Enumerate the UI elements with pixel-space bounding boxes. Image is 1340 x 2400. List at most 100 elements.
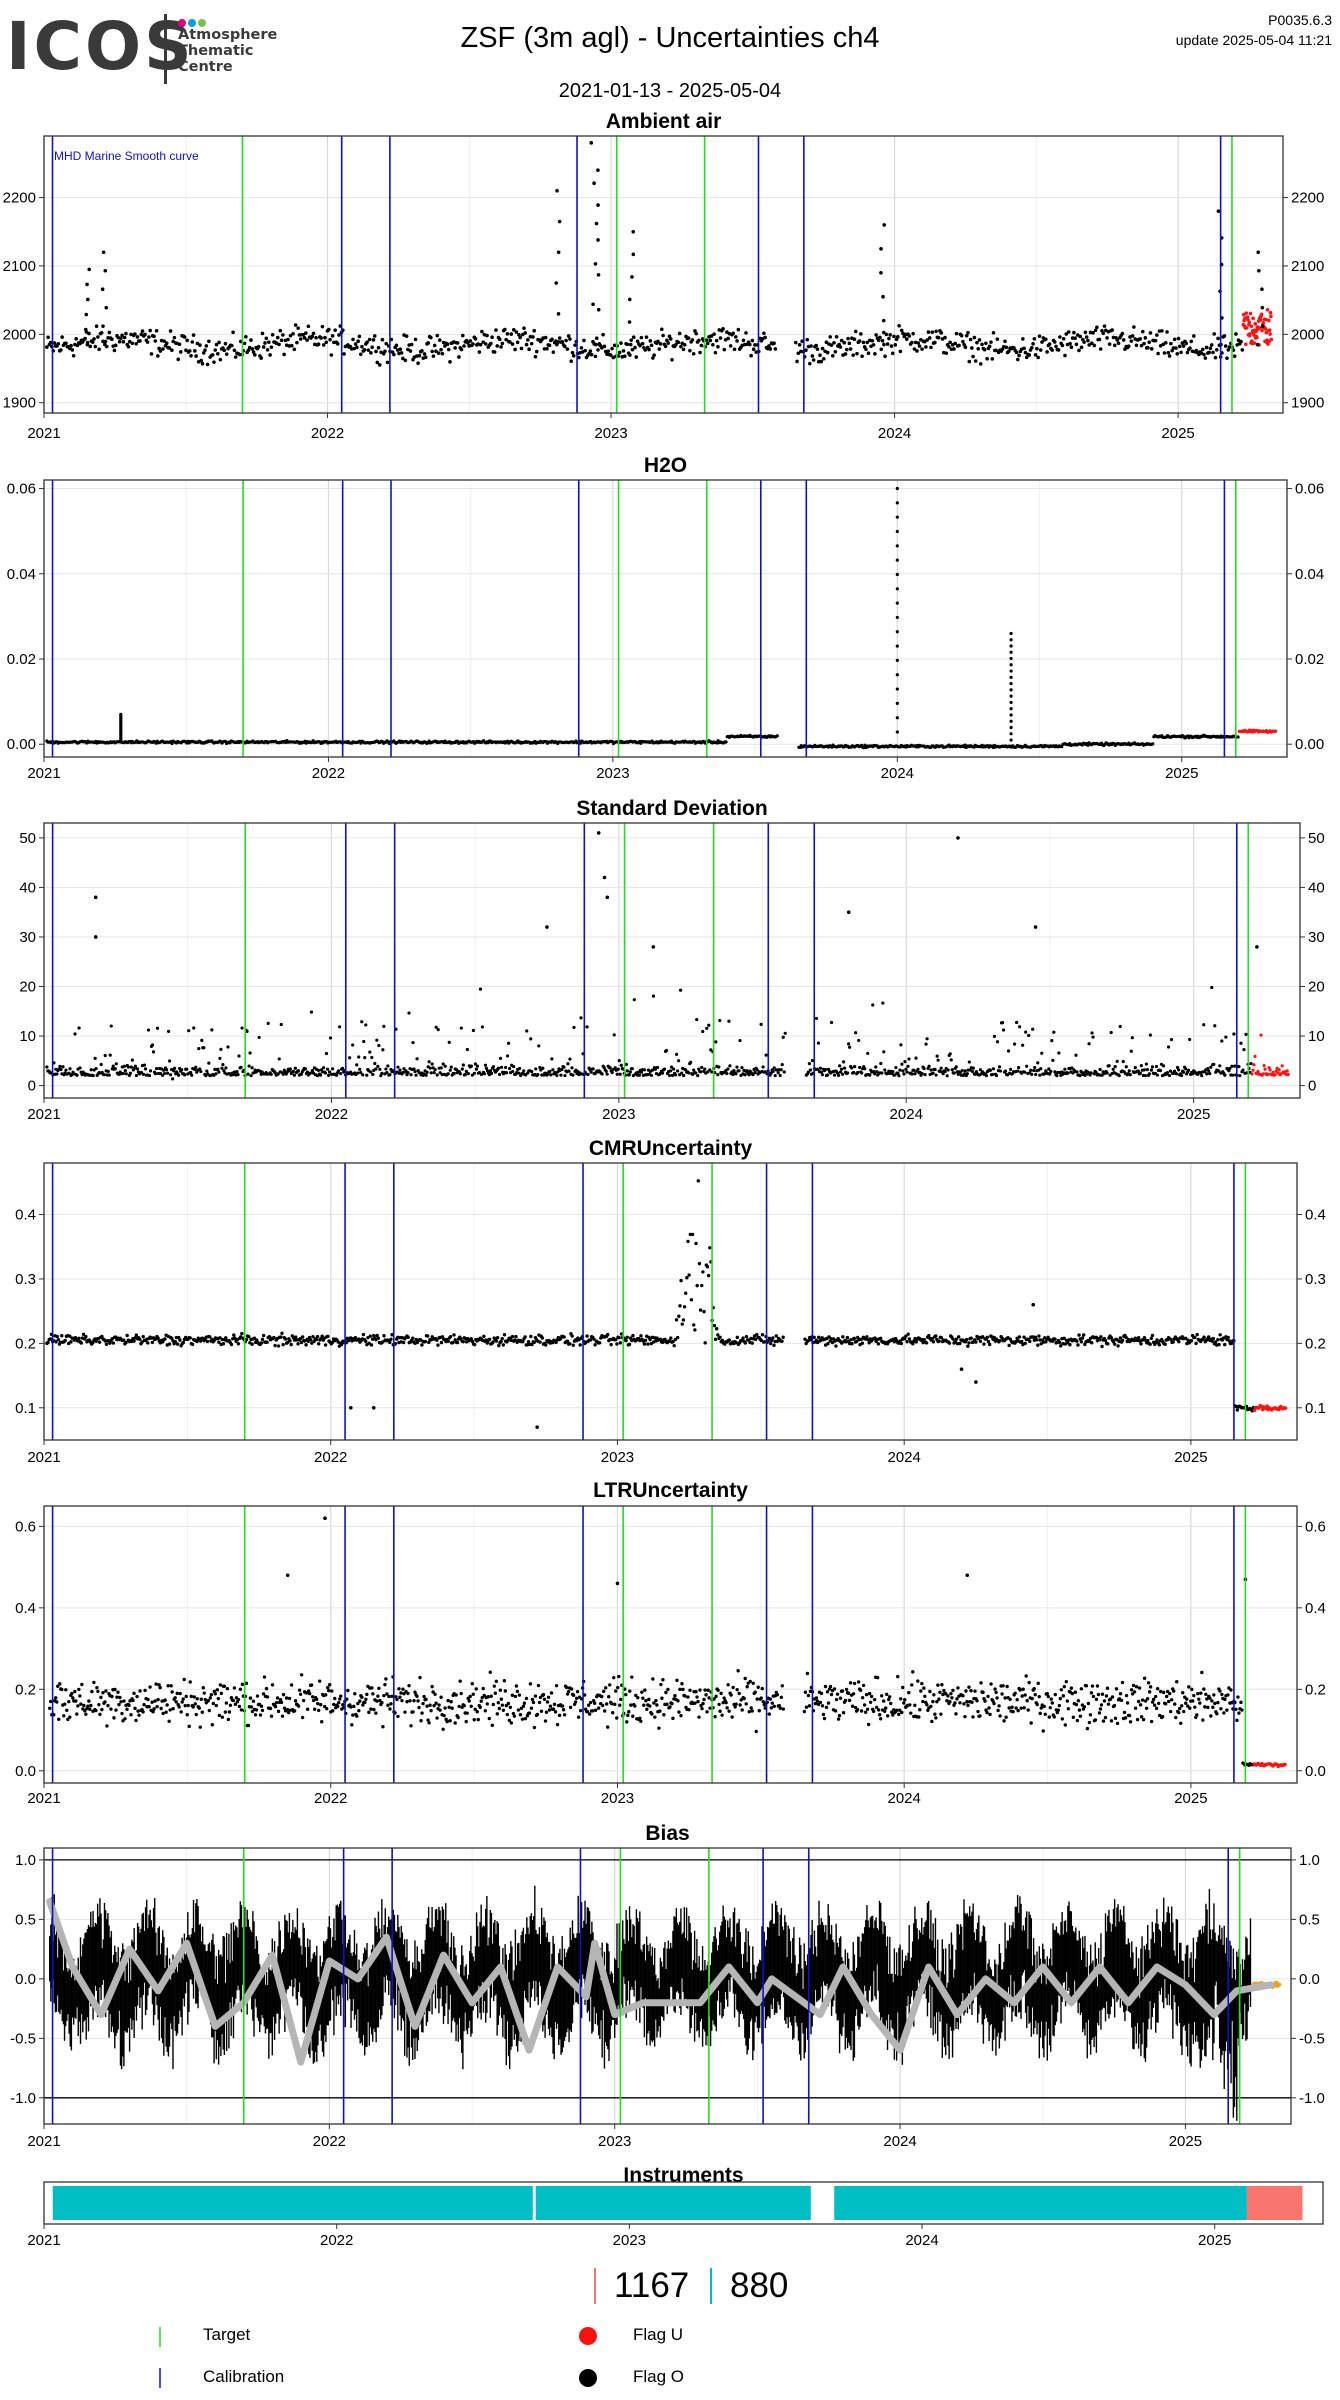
data-point [59,348,63,352]
data-point [465,1047,469,1052]
data-point [1060,343,1065,348]
data-point [663,344,668,349]
data-point [309,1010,314,1014]
data-point [96,1689,100,1694]
data-point [166,1029,171,1033]
data-point [876,338,881,343]
x-tick-label: 2022 [314,1449,347,1466]
data-point [1112,343,1117,348]
data-point [1009,738,1013,742]
data-point [159,1706,163,1711]
data-point [291,331,295,336]
data-point [93,895,98,900]
data-point [497,1072,502,1077]
data-point [192,1026,196,1030]
data-point [210,1723,215,1727]
data-point [815,347,820,351]
data-point [881,294,885,299]
data-point [1066,1071,1070,1075]
data-point [687,1071,691,1075]
data-point [78,1066,82,1070]
data-point [1087,1042,1091,1046]
data-point [903,1060,907,1064]
data-point [67,1071,71,1075]
data-point [453,346,457,350]
data-point [216,1067,220,1071]
data-point [238,339,243,344]
data-point [180,1068,184,1072]
data-point [971,1066,975,1070]
data-point [1189,339,1194,344]
data-point [300,1335,305,1339]
data-point [557,219,562,224]
data-point [809,344,813,348]
x-tick-label: 2022 [315,1106,348,1123]
data-point [106,1703,110,1708]
data-point [1017,1335,1022,1339]
data-point [1226,1335,1230,1340]
data-point [1009,700,1013,705]
data-point [865,340,870,345]
data-point [1237,1065,1241,1069]
data-point [905,1070,909,1074]
data-point [1169,1337,1173,1342]
data-point [693,1328,697,1332]
data-point [490,335,494,340]
data-point [1218,1064,1222,1068]
data-point [1068,341,1072,346]
data-point [218,1056,222,1060]
data-point [1063,353,1067,358]
data-point [600,1072,604,1076]
data-point [722,347,727,352]
version-label: P0035.6.3 [1268,12,1332,28]
data-point [718,1335,722,1339]
data-point [713,350,718,355]
data-point [523,1335,527,1339]
data-point [177,1705,181,1709]
data-point [411,1336,415,1340]
data-point [1266,342,1270,346]
data-point [583,348,588,353]
data-point [376,1064,380,1068]
data-point [923,1073,927,1077]
data-point [250,1342,254,1346]
data-point [191,1705,195,1709]
data-point [1030,1072,1034,1076]
y-tick-label: 0.04 [7,566,36,583]
data-point [78,1694,82,1698]
data-point [1032,336,1037,341]
data-point [967,1341,971,1345]
data-point [449,1065,453,1069]
data-point [193,349,197,353]
data-point [242,341,247,346]
data-point [712,1323,717,1328]
data-point [215,1688,220,1692]
data-point [896,334,900,339]
data-point [1020,1339,1024,1344]
data-point [1211,350,1215,355]
data-point [384,341,389,346]
plot-area [44,1506,1297,1783]
data-point [381,1048,385,1052]
data-point [1255,945,1259,949]
data-point [1061,336,1066,341]
data-point [338,1025,342,1029]
data-point [1226,348,1231,352]
data-point [205,362,210,367]
data-point [588,349,593,353]
data-point [910,1072,914,1076]
data-point [436,1027,440,1032]
data-point [649,1073,654,1077]
data-point [736,327,741,332]
data-point [1064,332,1069,336]
data-point [296,1342,300,1346]
data-point [251,1699,256,1703]
data-point [385,360,390,365]
data-point [688,348,692,353]
data-point [109,1707,113,1711]
data-point [1124,1065,1128,1069]
data-point [73,1032,77,1036]
data-point [59,1067,63,1072]
data-point [1262,1064,1266,1068]
